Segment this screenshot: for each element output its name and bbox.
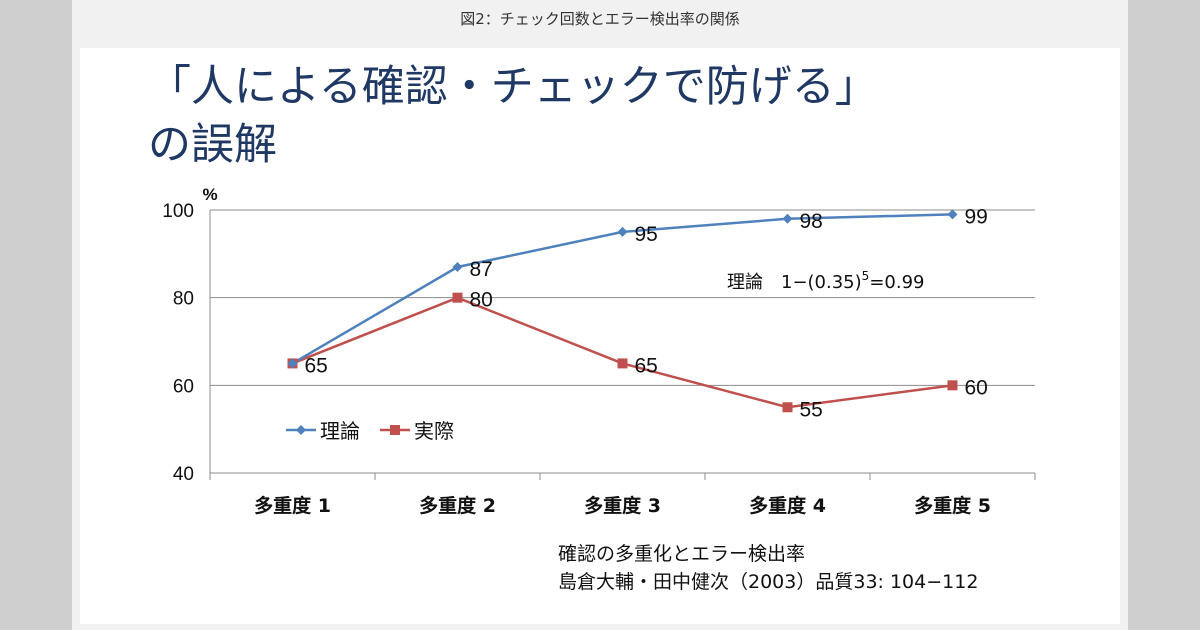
legend-label-theory: 理論 bbox=[320, 419, 360, 443]
theory-point bbox=[617, 226, 628, 237]
x-tick-label: 多重度 1 bbox=[254, 494, 331, 517]
data-label: 65 bbox=[635, 354, 658, 377]
formula-base: 理論 1−(0.35) bbox=[727, 272, 862, 293]
source-citation: 確認の多重化とエラー検出率 島倉大輔・田中健次（2003）品質33: 104−1… bbox=[558, 540, 978, 596]
theory-point bbox=[287, 358, 298, 369]
actual-point bbox=[782, 402, 793, 413]
source-line-1: 確認の多重化とエラー検出率 bbox=[558, 543, 806, 565]
legend-label-actual: 実際 bbox=[414, 419, 454, 443]
series-line-actual bbox=[292, 296, 953, 409]
actual-point bbox=[947, 380, 958, 391]
data-label: 99 bbox=[965, 205, 988, 228]
y-tick-label: 80 bbox=[173, 289, 194, 310]
data-label: 60 bbox=[965, 376, 988, 399]
x-tick-label: 多重度 3 bbox=[584, 494, 661, 517]
slide-title: 「人による確認・チェックで防げる」 の誤解 bbox=[148, 58, 878, 174]
legend-marker-actual bbox=[390, 425, 400, 435]
formula-result: =0.99 bbox=[869, 272, 924, 293]
data-label: 55 bbox=[800, 398, 823, 421]
x-tick-label: 多重度 2 bbox=[419, 494, 496, 517]
actual-point bbox=[617, 358, 628, 369]
formula-exponent: 5 bbox=[862, 269, 870, 283]
theory-point bbox=[947, 209, 958, 220]
formula-annotation: 理論 1−(0.35)5=0.99 bbox=[727, 269, 924, 293]
theory-point bbox=[452, 261, 463, 272]
data-label: 95 bbox=[635, 223, 658, 246]
y-tick-label: 100 bbox=[162, 201, 194, 222]
y-axis-unit-label: % bbox=[202, 185, 217, 204]
y-tick-label: 60 bbox=[173, 376, 194, 397]
data-label: 80 bbox=[470, 289, 493, 312]
x-tick-label: 多重度 4 bbox=[749, 494, 826, 517]
slide-title-line-1: 「人による確認・チェックで防げる」 bbox=[148, 62, 878, 112]
figure-caption: 図2：チェック回数とエラー検出率の関係 bbox=[460, 10, 740, 28]
data-label: 65 bbox=[305, 354, 328, 377]
actual-point bbox=[452, 292, 463, 303]
source-line-2: 島倉大輔・田中健次（2003）品質33: 104−112 bbox=[558, 571, 979, 593]
data-label: 87 bbox=[470, 258, 493, 281]
x-tick-label: 多重度 5 bbox=[914, 494, 991, 517]
theory-point bbox=[782, 213, 793, 224]
y-tick-label: 40 bbox=[173, 464, 194, 485]
legend-marker-theory bbox=[296, 425, 306, 435]
slide-title-line-2: の誤解 bbox=[148, 120, 277, 170]
slide-card bbox=[80, 48, 1120, 624]
data-label: 98 bbox=[800, 210, 823, 233]
